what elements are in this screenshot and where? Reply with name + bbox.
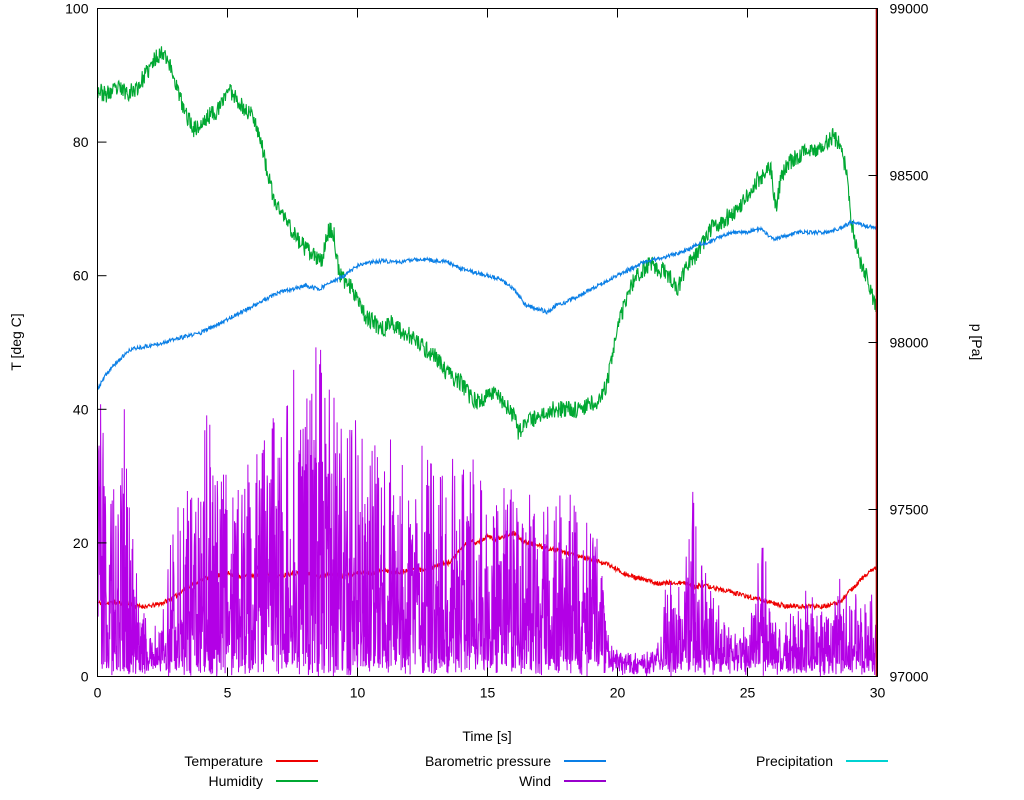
legend-line-sample <box>846 760 888 762</box>
y-left-tick-label: 0 <box>81 669 89 685</box>
legend-label: Barometric pressure <box>424 753 551 769</box>
series-barometric-pressure <box>96 218 878 390</box>
y-left-tick-label: 40 <box>73 401 89 417</box>
y-left-tick-label: 60 <box>73 268 89 284</box>
x-tick-label: 15 <box>480 685 496 701</box>
chart-canvas: 0 5 10 15 20 25 30 0 20 40 60 80 100 97000 97500 98000 9… <box>65 1 929 701</box>
right-axis-title: p [Pa] <box>969 323 985 361</box>
legend-item-wind: Wind <box>519 772 606 790</box>
y-left-tick-label: 80 <box>73 134 89 150</box>
x-tick-label: 20 <box>610 685 626 701</box>
y-right-tick-label: 97000 <box>890 669 929 685</box>
x-tick-label: 0 <box>94 685 102 701</box>
x-tick-label: 5 <box>224 685 232 701</box>
series-humidity <box>97 46 879 440</box>
legend-line-sample <box>564 780 606 782</box>
y-left-tick-label: 100 <box>65 1 89 17</box>
y-left-tick-label: 20 <box>73 535 89 551</box>
left-axis-title: T [deg C] <box>8 313 24 371</box>
legend-label: Temperature <box>184 753 263 769</box>
y-right-tick-label: 97500 <box>890 502 929 518</box>
legend-line-sample <box>276 760 318 762</box>
legend-label: Wind <box>519 773 551 789</box>
x-tick-label: 10 <box>350 685 366 701</box>
legend-item-temperature: Temperature <box>184 752 318 770</box>
y-right-tick-label: 98500 <box>890 168 929 184</box>
legend-item-humidity: Humidity <box>209 772 318 790</box>
legend-label: Precipitation <box>755 753 833 769</box>
x-tick-label: 25 <box>740 685 756 701</box>
x-tick-label: 30 <box>870 685 886 701</box>
legend-line-sample <box>564 760 606 762</box>
legend-line-sample <box>276 780 318 782</box>
legend-item-barometric-pressure: Barometric pressure <box>425 752 606 770</box>
x-axis-title: Time [s] <box>462 728 512 744</box>
y-right-tick-label: 99000 <box>890 1 929 17</box>
legend-label: Humidity <box>208 773 263 789</box>
y-right-tick-label: 98000 <box>890 335 929 351</box>
legend-item-precipitation: Precipitation <box>756 752 888 770</box>
